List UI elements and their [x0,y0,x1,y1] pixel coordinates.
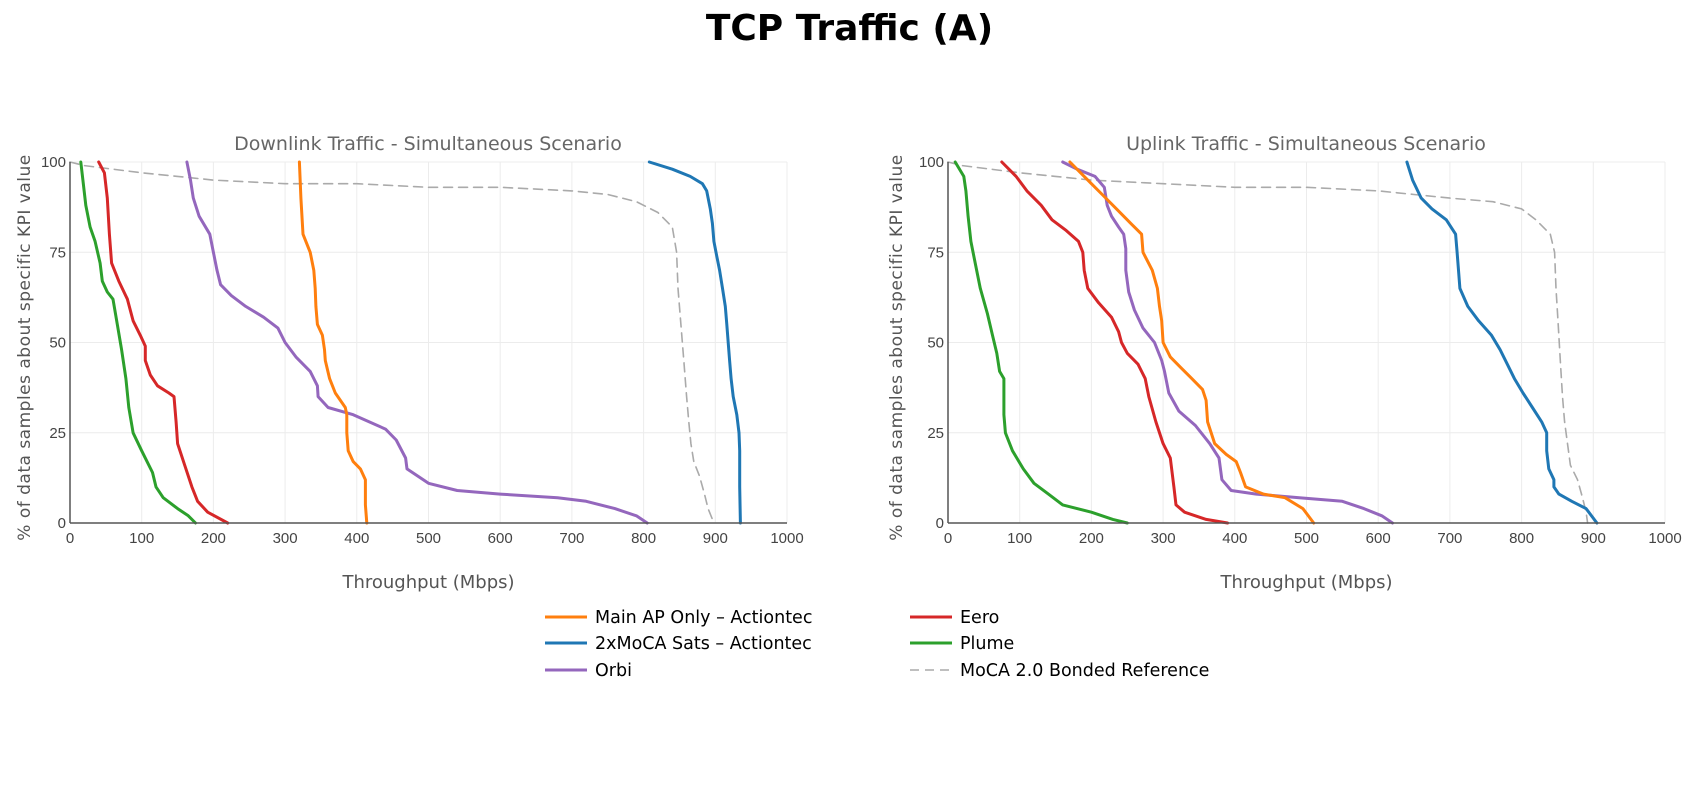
x-tick-label: 1000 [1648,530,1681,547]
chart-legend: Main AP Only – Actiontec Eero 2xMoCA Sats … [545,608,1209,681]
series-line-eero [1000,160,1230,525]
legend-label-moca_ref: MoCA 2.0 Bonded Reference [960,661,1209,681]
x-tick-label: 100 [129,530,154,547]
x-tick-label: 400 [1222,530,1247,547]
x-tick-label: 800 [1509,530,1534,547]
main-title: TCP Traffic (A) [705,8,994,49]
legend-label-eero: Eero [960,608,999,628]
legend-label-moca_sats: 2xMoCA Sats – Actiontec [595,634,812,654]
legend-label-main_ap: Main AP Only – Actiontec [595,608,812,628]
downlink-chart-panel: 0 100 200 300 400 500 600 700 800 900 1000 0 25 50 75 1… [15,133,804,593]
y-tick-label: 75 [49,244,66,261]
x-tick-label: 200 [1079,530,1104,547]
x-tick-label: 900 [1581,530,1606,547]
x-tick-label: 800 [631,530,656,547]
series-line-main_ap [1068,160,1316,525]
series-line-moca_sats [647,160,742,525]
x-tick-label: 600 [1366,530,1391,547]
series-line-plume [953,160,1129,525]
uplink-chart-panel: 0 100 200 300 400 500 600 700 800 900 1000 0 25 50 75 1… [887,133,1682,593]
x-tick-label: 900 [703,530,728,547]
y-tick-label: 50 [49,335,66,352]
x-axis-label: Throughput (Mbps) [1219,572,1392,593]
y-tick-label: 50 [927,335,944,352]
y-tick-label: 75 [927,244,944,261]
x-axis-label: Throughput (Mbps) [341,572,514,593]
y-tick-label: 25 [927,425,944,442]
x-tick-label: 0 [944,530,952,547]
y-axis-label: % of data samples about specific KPI val… [15,154,35,540]
chart-subtitle: Uplink Traffic - Simultaneous Scenario [1126,133,1486,155]
series-line-moca_ref [947,161,1589,524]
x-tick-label: 100 [1007,530,1032,547]
series-line-plume [79,160,197,525]
x-tick-label: 1000 [770,530,803,547]
series-line-eero [97,160,230,525]
x-tick-label: 200 [201,530,226,547]
x-tick-label: 700 [559,530,584,547]
x-tick-label: 300 [1151,530,1176,547]
series-line-main_ap [297,160,369,525]
y-tick-label: 25 [49,425,66,442]
y-tick-label: 0 [936,515,944,532]
x-tick-label: 300 [273,530,298,547]
legend-label-orbi: Orbi [595,661,632,681]
series-line-moca_sats [1405,160,1599,525]
y-tick-label: 0 [58,515,66,532]
x-tick-label: 400 [344,530,369,547]
x-tick-label: 500 [1294,530,1319,547]
series-line-orbi [185,160,649,525]
x-tick-label: 700 [1437,530,1462,547]
legend-label-plume: Plume [960,634,1014,654]
y-tick-label: 100 [919,154,944,171]
x-tick-label: 600 [488,530,513,547]
x-tick-label: 500 [416,530,441,547]
x-tick-label: 0 [66,530,74,547]
chart-subtitle: Downlink Traffic - Simultaneous Scenario [234,133,622,155]
y-tick-label: 100 [41,154,66,171]
y-axis-label: % of data samples about specific KPI val… [887,154,907,540]
